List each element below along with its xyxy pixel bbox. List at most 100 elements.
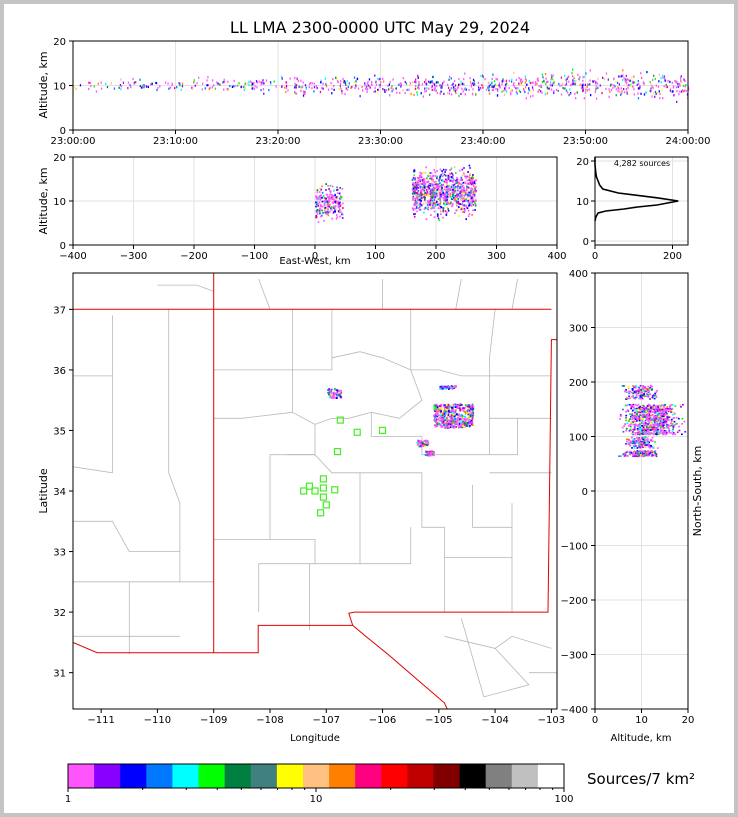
ns-source-mark xyxy=(624,423,627,425)
map-source-mark xyxy=(330,396,333,399)
ns-source-mark xyxy=(662,419,665,421)
map-source-mark xyxy=(417,443,419,446)
th-source-mark xyxy=(455,91,457,95)
th-source-mark xyxy=(392,78,394,81)
ns-source-mark xyxy=(654,454,657,457)
ew-source-mark xyxy=(417,198,419,201)
ns-source-mark xyxy=(662,433,665,436)
ew-source-mark xyxy=(450,188,452,190)
ns-source-mark xyxy=(640,389,642,391)
ns-source-mark xyxy=(629,422,632,424)
th-source-mark xyxy=(406,88,408,91)
th-source-mark xyxy=(610,84,612,87)
ew-source-mark xyxy=(446,179,449,182)
th-source-mark xyxy=(553,91,555,95)
th-source-mark xyxy=(222,80,224,84)
ns-source-mark xyxy=(671,423,674,425)
ns-source-mark xyxy=(638,411,640,413)
ew-source-mark xyxy=(432,188,435,191)
th-source-mark xyxy=(433,88,436,91)
th-source-mark xyxy=(551,77,554,81)
map-xtick-label: −111 xyxy=(87,715,114,726)
th-source-mark xyxy=(75,87,77,91)
th-source-mark xyxy=(322,87,324,90)
ew-source-mark xyxy=(440,206,443,209)
th-source-mark xyxy=(443,80,445,83)
ns-source-mark xyxy=(656,410,659,413)
th-source-mark xyxy=(180,88,182,91)
map-source-mark xyxy=(469,424,471,427)
ns-source-mark xyxy=(643,453,645,455)
ew-source-mark xyxy=(436,189,439,191)
ns-source-mark xyxy=(644,395,647,397)
hist-ytick-label: 10 xyxy=(576,197,589,208)
th-source-mark xyxy=(262,79,264,82)
ns-source-mark xyxy=(626,440,628,443)
map-ytick-label: 37 xyxy=(53,305,66,316)
ew-source-mark xyxy=(467,195,469,198)
ew-source-mark xyxy=(428,204,431,206)
th-source-mark xyxy=(294,91,296,94)
ew-source-mark xyxy=(440,195,442,198)
th-source-mark xyxy=(269,81,272,84)
ew-source-mark xyxy=(422,196,424,199)
th-source-mark xyxy=(672,90,674,93)
colorbar-swatch xyxy=(433,764,460,788)
th-source-mark xyxy=(595,84,597,87)
th-source-mark xyxy=(513,85,516,88)
ns-source-mark xyxy=(642,428,644,430)
ew-source-mark xyxy=(439,193,442,196)
th-source-mark xyxy=(439,84,441,87)
ew-source-mark xyxy=(327,197,330,200)
ew-source-mark xyxy=(444,210,447,212)
ew-source-mark xyxy=(449,202,452,205)
th-source-mark xyxy=(305,87,307,90)
th-source-mark xyxy=(253,82,255,85)
th-source-mark xyxy=(417,86,419,89)
ew-source-mark xyxy=(316,208,319,211)
th-source-mark xyxy=(139,78,141,81)
map-source-mark xyxy=(334,389,337,391)
ns-source-mark xyxy=(642,388,645,390)
ew-source-mark xyxy=(332,195,335,198)
ns-source-mark xyxy=(646,432,649,435)
ns-source-mark xyxy=(624,454,627,456)
map-source-mark xyxy=(449,423,452,426)
ns-source-mark xyxy=(632,431,634,433)
ns-source-mark xyxy=(643,445,645,447)
ew-source-mark xyxy=(422,202,425,205)
map-source-mark xyxy=(434,424,437,427)
ew-source-mark xyxy=(457,200,460,203)
ns-source-mark xyxy=(631,409,634,412)
map-source-mark xyxy=(456,426,458,428)
ew-source-mark xyxy=(472,197,474,200)
th-source-mark xyxy=(565,89,568,92)
ns-source-mark xyxy=(639,390,641,392)
ns-source-mark xyxy=(654,405,657,408)
ew-source-mark xyxy=(471,175,474,178)
th-source-mark xyxy=(627,87,629,90)
ew-source-mark xyxy=(327,201,329,203)
th-source-mark xyxy=(681,90,683,93)
th-source-mark xyxy=(371,83,373,86)
ew-source-mark xyxy=(342,213,344,216)
th-source-mark xyxy=(496,88,499,91)
map-source-mark xyxy=(458,414,461,417)
ew-source-mark xyxy=(460,185,462,188)
ns-source-mark xyxy=(671,430,674,433)
th-source-mark xyxy=(667,80,669,83)
ns-source-mark xyxy=(657,430,659,433)
map-axes-frame xyxy=(72,272,558,710)
ew-source-mark xyxy=(441,189,443,192)
th-source-mark xyxy=(88,87,90,91)
ew-source-mark xyxy=(434,175,437,177)
map-source-mark xyxy=(456,404,459,407)
ns-source-mark xyxy=(639,446,642,449)
th-source-mark xyxy=(194,84,196,87)
map-source-mark xyxy=(439,417,442,419)
th-source-mark xyxy=(520,78,522,81)
map-source-mark xyxy=(440,403,443,406)
ew-source-mark xyxy=(341,212,343,215)
ew-source-mark xyxy=(316,191,319,194)
th-source-mark xyxy=(478,88,480,92)
